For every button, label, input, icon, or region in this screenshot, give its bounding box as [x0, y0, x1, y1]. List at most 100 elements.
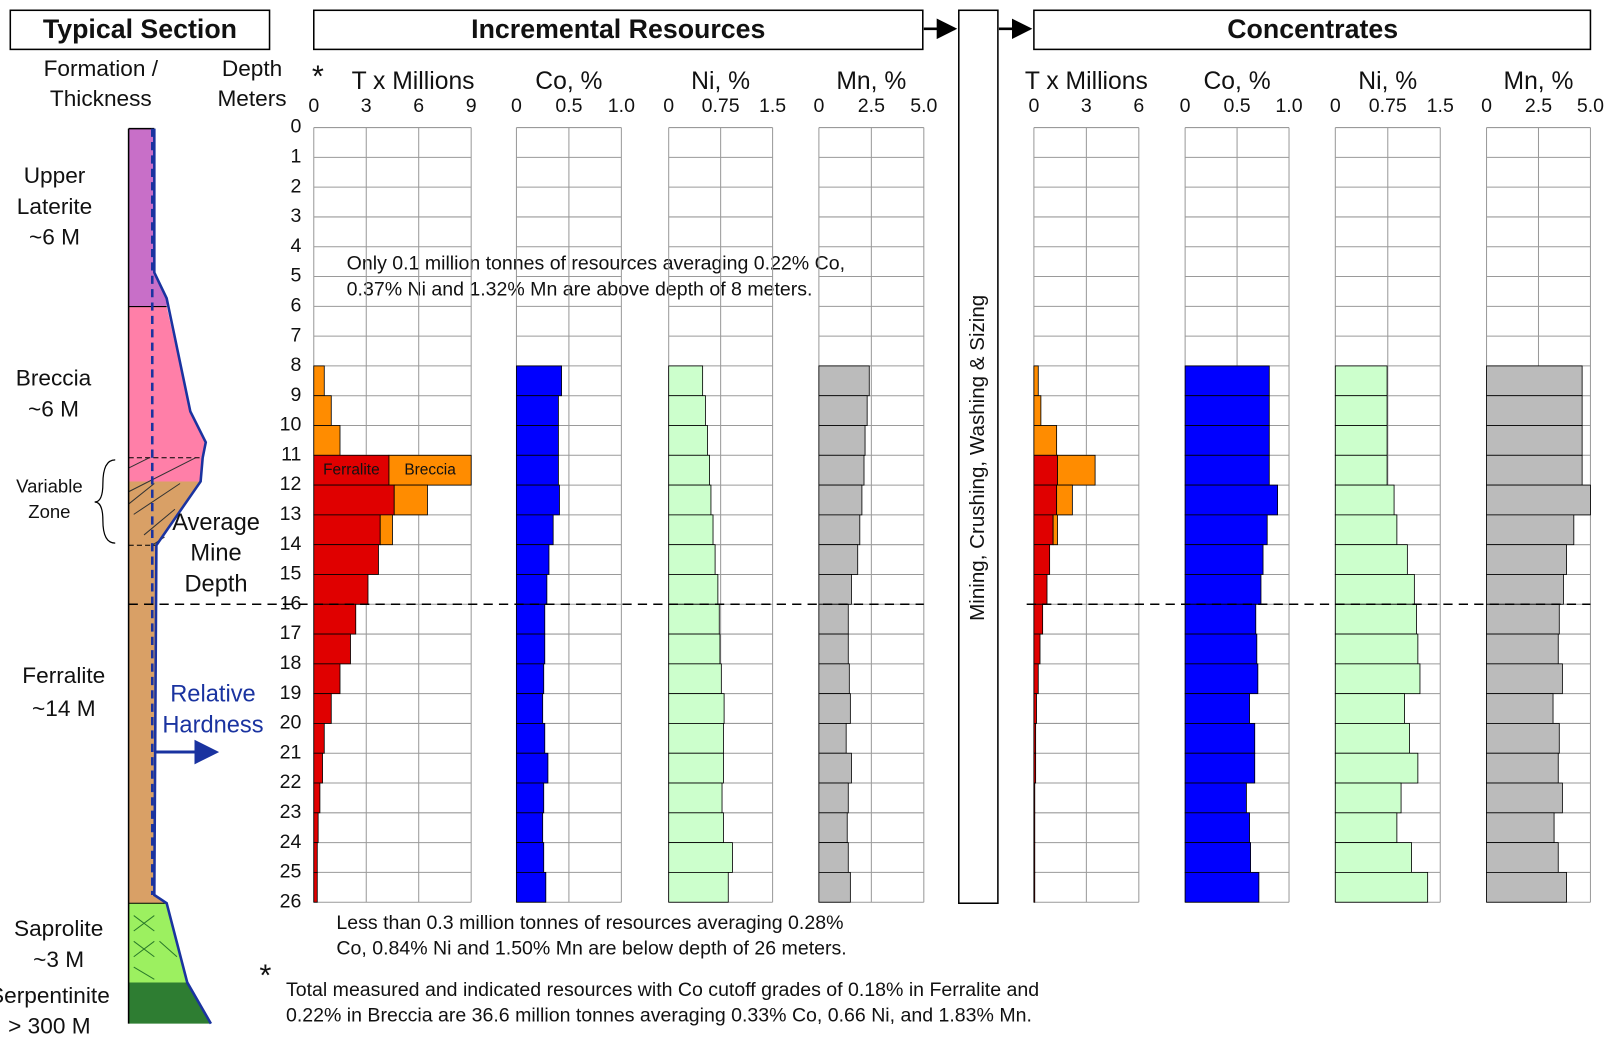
bar	[1033, 514, 1054, 546]
y-tick-label: 7	[291, 324, 302, 346]
axis-title: Co, %	[535, 68, 602, 95]
y-tick-label: 5	[291, 265, 302, 287]
bar	[1184, 544, 1264, 575]
bar	[1184, 365, 1270, 397]
bar	[818, 812, 848, 844]
bar	[516, 633, 546, 665]
y-tick-label: 15	[280, 563, 302, 585]
bar	[818, 425, 866, 456]
x-tick-label: 1.0	[608, 95, 635, 117]
bar	[668, 603, 720, 635]
y-tick-label: 1	[291, 146, 302, 168]
bar	[516, 544, 550, 575]
bar	[1334, 872, 1429, 903]
bar	[1033, 663, 1039, 695]
x-tick-label: 0.5	[555, 95, 582, 117]
bar	[1334, 693, 1405, 724]
bar	[818, 752, 852, 784]
column-header: Thickness	[50, 86, 152, 111]
bar	[1184, 693, 1250, 724]
axis-title: T x Millions	[1025, 68, 1148, 95]
bar	[1334, 454, 1388, 486]
bar	[313, 723, 325, 754]
bar	[313, 365, 325, 397]
y-tick-label: 20	[280, 712, 302, 734]
bar	[1486, 395, 1583, 426]
bar	[1184, 633, 1258, 665]
bar	[1033, 603, 1044, 635]
bar	[1334, 633, 1419, 665]
bar	[1334, 395, 1388, 426]
bar	[1033, 544, 1051, 575]
bar	[1184, 782, 1247, 814]
bar	[516, 693, 544, 724]
axis-title: Co, %	[1203, 68, 1270, 95]
x-tick-label: 2.5	[858, 95, 885, 117]
bar	[1334, 544, 1408, 575]
axis-title: Ni, %	[691, 68, 750, 95]
bar	[1334, 812, 1398, 844]
bar	[1033, 365, 1039, 397]
axis-title: Mn, %	[1504, 68, 1574, 95]
bar	[516, 484, 560, 516]
bar	[313, 574, 369, 605]
y-tick-label: 4	[291, 235, 302, 257]
bar	[1334, 425, 1388, 456]
y-tick-label: 11	[281, 443, 301, 465]
y-tick-label: 13	[280, 503, 302, 525]
bar	[1486, 693, 1554, 724]
bar	[1184, 484, 1279, 516]
bar	[1486, 842, 1559, 873]
x-tick-label: 0	[663, 95, 674, 117]
bar	[313, 395, 332, 426]
bar	[668, 663, 722, 695]
bar	[1184, 514, 1268, 546]
bar	[1033, 484, 1058, 516]
bar	[818, 842, 849, 873]
series-label: Ferralite	[323, 461, 380, 478]
bar	[668, 723, 724, 754]
footnote: Total measured and indicated resources w…	[286, 979, 1039, 1001]
bar	[1057, 454, 1096, 486]
bar	[1033, 574, 1048, 605]
series-label: Breccia	[404, 461, 456, 478]
bar	[1334, 514, 1398, 546]
x-tick-label: 0.75	[702, 95, 740, 117]
bar	[1184, 454, 1270, 486]
section-title: Typical Section	[43, 14, 237, 44]
x-tick-label: 0	[1330, 95, 1341, 117]
bar	[1486, 365, 1583, 397]
y-tick-label: 25	[280, 861, 302, 883]
bar	[1033, 842, 1036, 873]
bar	[1184, 425, 1270, 456]
bar	[1334, 484, 1395, 516]
x-tick-label: 0	[511, 95, 522, 117]
bar	[516, 782, 545, 814]
bar	[1033, 723, 1037, 754]
x-tick-label: 5.0	[1577, 95, 1604, 117]
bar	[1486, 484, 1591, 516]
bar	[1033, 752, 1037, 784]
bar	[668, 574, 719, 605]
bar	[1334, 574, 1415, 605]
bar	[1033, 395, 1042, 426]
header-box	[1033, 9, 1592, 51]
bar	[313, 842, 318, 873]
bar	[818, 603, 849, 635]
note: Less than 0.3 million tonnes of resource…	[336, 912, 843, 934]
bar	[668, 812, 724, 844]
bar	[1184, 842, 1251, 873]
x-tick-label: 0	[1180, 95, 1191, 117]
bar	[313, 812, 319, 844]
bar	[393, 484, 428, 516]
bar	[1334, 782, 1402, 814]
bar	[313, 782, 321, 814]
formation-label: Breccia	[16, 366, 92, 391]
bar	[313, 872, 318, 903]
footnote: 0.22% in Breccia are 36.6 million tonnes…	[286, 1005, 1032, 1027]
formation-label: Saprolite	[14, 916, 103, 941]
bar	[516, 812, 544, 844]
x-tick-label: 1.0	[1275, 95, 1302, 117]
bar	[1184, 395, 1270, 426]
formation-label: > 300 M	[8, 1014, 90, 1038]
